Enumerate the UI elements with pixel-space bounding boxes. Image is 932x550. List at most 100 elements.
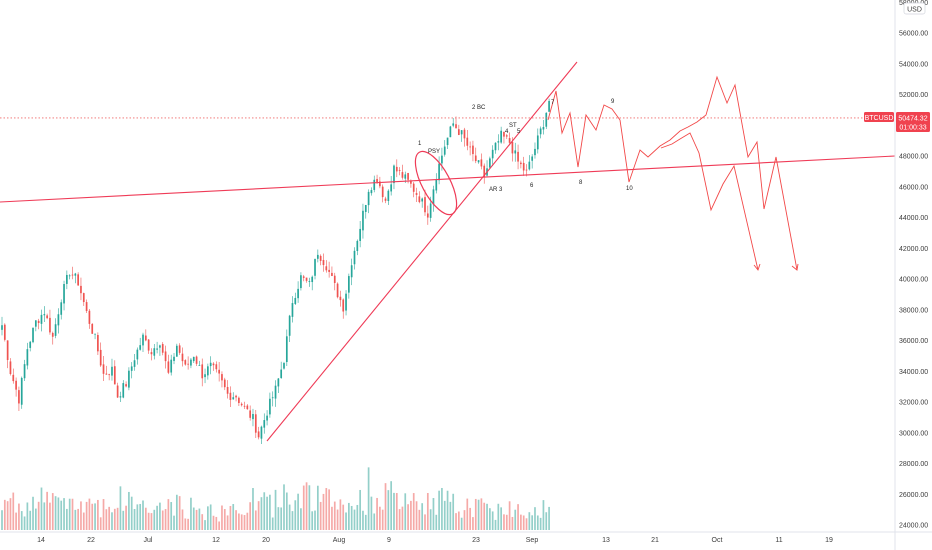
symbol-badge: BTCUSD — [865, 115, 894, 122]
volume-bar — [466, 498, 469, 530]
candle-body — [429, 203, 432, 218]
volume-bar — [173, 515, 175, 530]
volume-bar — [291, 511, 294, 530]
support-trend-line[interactable] — [0, 155, 896, 203]
candle-body — [170, 359, 173, 373]
annotation-ar-3: AR 3 — [489, 187, 503, 193]
volume-bar — [254, 510, 257, 530]
volume-bar — [429, 509, 432, 530]
volume-bar — [159, 502, 161, 530]
candle-body — [125, 384, 127, 387]
candle-body — [9, 361, 12, 375]
candle-body — [353, 250, 356, 265]
candle-body — [91, 323, 94, 334]
volume-bar — [500, 507, 502, 530]
price-tick-label: 30000.00 — [899, 430, 928, 437]
candle-body — [452, 123, 455, 126]
candle-body — [97, 335, 99, 352]
volume-bar — [108, 506, 111, 530]
candle-body — [184, 360, 187, 365]
candle-body — [40, 314, 43, 324]
volume-bar — [384, 483, 387, 530]
time-axis[interactable]: 14 22 Jul 12 20 Aug 9 23 Sep 13 21 Oct 11 19 — [37, 537, 833, 544]
candle-body — [415, 193, 418, 195]
volume-bar — [438, 490, 440, 530]
candle-body — [60, 302, 63, 315]
volume-bar — [215, 516, 218, 530]
candle-body — [491, 149, 494, 159]
volume-bar — [486, 503, 488, 530]
volume-bar — [455, 513, 457, 530]
volume-bar — [34, 508, 37, 530]
volume-bar — [223, 509, 226, 530]
candle-body — [435, 179, 438, 191]
volume-bar — [74, 509, 77, 530]
volume-bar — [452, 493, 455, 530]
highlight-ellipse[interactable] — [407, 146, 465, 221]
candle-body — [187, 363, 189, 365]
candle-body — [161, 344, 164, 353]
candle-body — [147, 339, 150, 351]
volume-bar — [350, 505, 353, 530]
volume-bar — [190, 497, 192, 530]
volume-bar — [122, 510, 125, 530]
candle-body — [51, 332, 54, 337]
candle-body — [367, 191, 370, 206]
volume-bar — [424, 514, 426, 530]
projection-path-2[interactable] — [660, 132, 759, 271]
candle-body — [105, 373, 108, 375]
volume-bar — [43, 502, 46, 530]
price-tick-label: 46000.00 — [899, 184, 928, 191]
candle-body — [522, 162, 525, 171]
candle-body — [209, 362, 212, 367]
volume-bar — [277, 507, 280, 530]
volume-bar — [311, 511, 314, 530]
rising-trend-line[interactable] — [266, 61, 578, 442]
price-tick-label: 28000.00 — [899, 461, 928, 468]
candle-body — [201, 364, 204, 379]
candle-body — [111, 366, 113, 376]
candle-body — [373, 179, 376, 190]
volume-bar — [3, 499, 6, 530]
volume-bar — [514, 509, 517, 530]
candle-body — [215, 364, 218, 370]
candle-body — [232, 397, 235, 400]
price-tick-label: 24000.00 — [899, 523, 928, 530]
volume-bar — [522, 515, 525, 530]
volume-bar — [404, 493, 407, 530]
candle-body — [548, 101, 550, 112]
projection-path-1[interactable] — [547, 75, 798, 271]
candle-body — [342, 299, 345, 312]
candle-body — [432, 189, 435, 205]
candle-body — [364, 205, 367, 212]
candle-body — [240, 403, 243, 406]
volume-bar — [192, 507, 195, 530]
volume-bar — [322, 493, 325, 530]
candle-body — [153, 348, 156, 356]
volume-bar — [184, 518, 187, 530]
candle-body — [142, 334, 144, 346]
volume-bar — [297, 493, 299, 530]
candle-body — [1, 325, 3, 330]
candle-body — [483, 165, 486, 177]
volume-bar — [111, 512, 113, 530]
candle-body — [266, 415, 268, 421]
candle-body — [130, 366, 133, 371]
volume-bar — [136, 504, 139, 530]
volume-bar — [26, 502, 29, 530]
time-tick-label: 13 — [602, 537, 610, 544]
candle-body — [226, 386, 229, 394]
projection-arrow-1 — [753, 263, 761, 271]
volume-bar — [164, 509, 167, 530]
candle-body — [243, 405, 246, 407]
volume-layer — [1, 467, 550, 530]
candle-body — [294, 297, 297, 304]
volume-bar — [235, 510, 237, 530]
candle-body — [480, 159, 483, 167]
candle-body — [85, 302, 88, 311]
volume-bar — [119, 486, 122, 530]
price-tick-label: 56000.00 — [899, 31, 928, 38]
volume-bar — [207, 506, 209, 530]
candle-body — [328, 269, 330, 272]
